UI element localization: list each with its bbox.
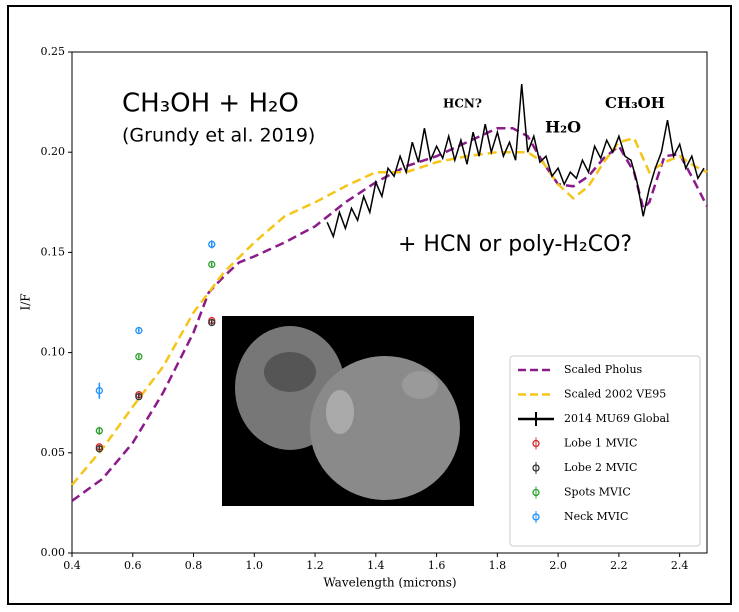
- marker: [95, 445, 103, 453]
- x-tick-label: 1.8: [489, 559, 507, 572]
- legend: [509, 355, 701, 547]
- x-tick-label: 0.4: [63, 559, 81, 572]
- marker: [208, 240, 216, 249]
- annotation: HCN?: [443, 97, 482, 111]
- legend-label: Scaled Pholus: [564, 363, 643, 376]
- marker: [95, 387, 103, 395]
- x-axis-label: Wavelength (microns): [323, 576, 456, 590]
- legend-label: 2014 MU69 Global: [564, 412, 670, 425]
- marker: [135, 326, 143, 335]
- x-tick-label: 1.0: [246, 559, 264, 572]
- y-tick-label: 0.15: [41, 245, 66, 258]
- x-tick-label: 1.2: [306, 559, 324, 572]
- legend-label: Lobe 1 MVIC: [564, 437, 637, 450]
- plot-area: [71, 51, 708, 554]
- annotation: CH₃OH: [605, 94, 665, 112]
- series-line: [71, 136, 708, 486]
- marker: [208, 260, 216, 269]
- series-line: [326, 84, 705, 239]
- legend-label: Neck MVIC: [564, 510, 628, 523]
- y-axis-label: I/F: [19, 293, 33, 310]
- marker: [135, 393, 143, 401]
- marker: [208, 318, 216, 327]
- annotation: (Grundy et al. 2019): [122, 125, 315, 147]
- x-tick-label: 2.2: [610, 559, 628, 572]
- y-tick-label: 0.00: [41, 546, 66, 559]
- inset-image: [222, 316, 474, 506]
- annotation: H₂O: [545, 118, 581, 137]
- annotation: + HCN or poly-H₂CO?: [398, 232, 632, 257]
- x-tick-label: 1.4: [367, 559, 385, 572]
- y-tick-label: 0.05: [41, 446, 66, 459]
- marker: [135, 352, 143, 361]
- y-tick-label: 0.10: [41, 346, 66, 359]
- y-tick-label: 0.25: [41, 45, 66, 58]
- marker: [95, 427, 103, 435]
- x-tick-label: 0.6: [124, 559, 142, 572]
- legend-label: Lobe 2 MVIC: [564, 461, 637, 474]
- x-tick-label: 0.8: [185, 559, 203, 572]
- annotation: CH₃OH + H₂O: [122, 89, 299, 119]
- x-tick-label: 2.0: [549, 559, 567, 572]
- y-tick-label: 0.20: [41, 145, 66, 158]
- x-tick-label: 2.4: [671, 559, 689, 572]
- x-tick-label: 1.6: [428, 559, 446, 572]
- legend-label: Spots MVIC: [564, 486, 631, 499]
- legend-label: Scaled 2002 VE95: [564, 388, 666, 401]
